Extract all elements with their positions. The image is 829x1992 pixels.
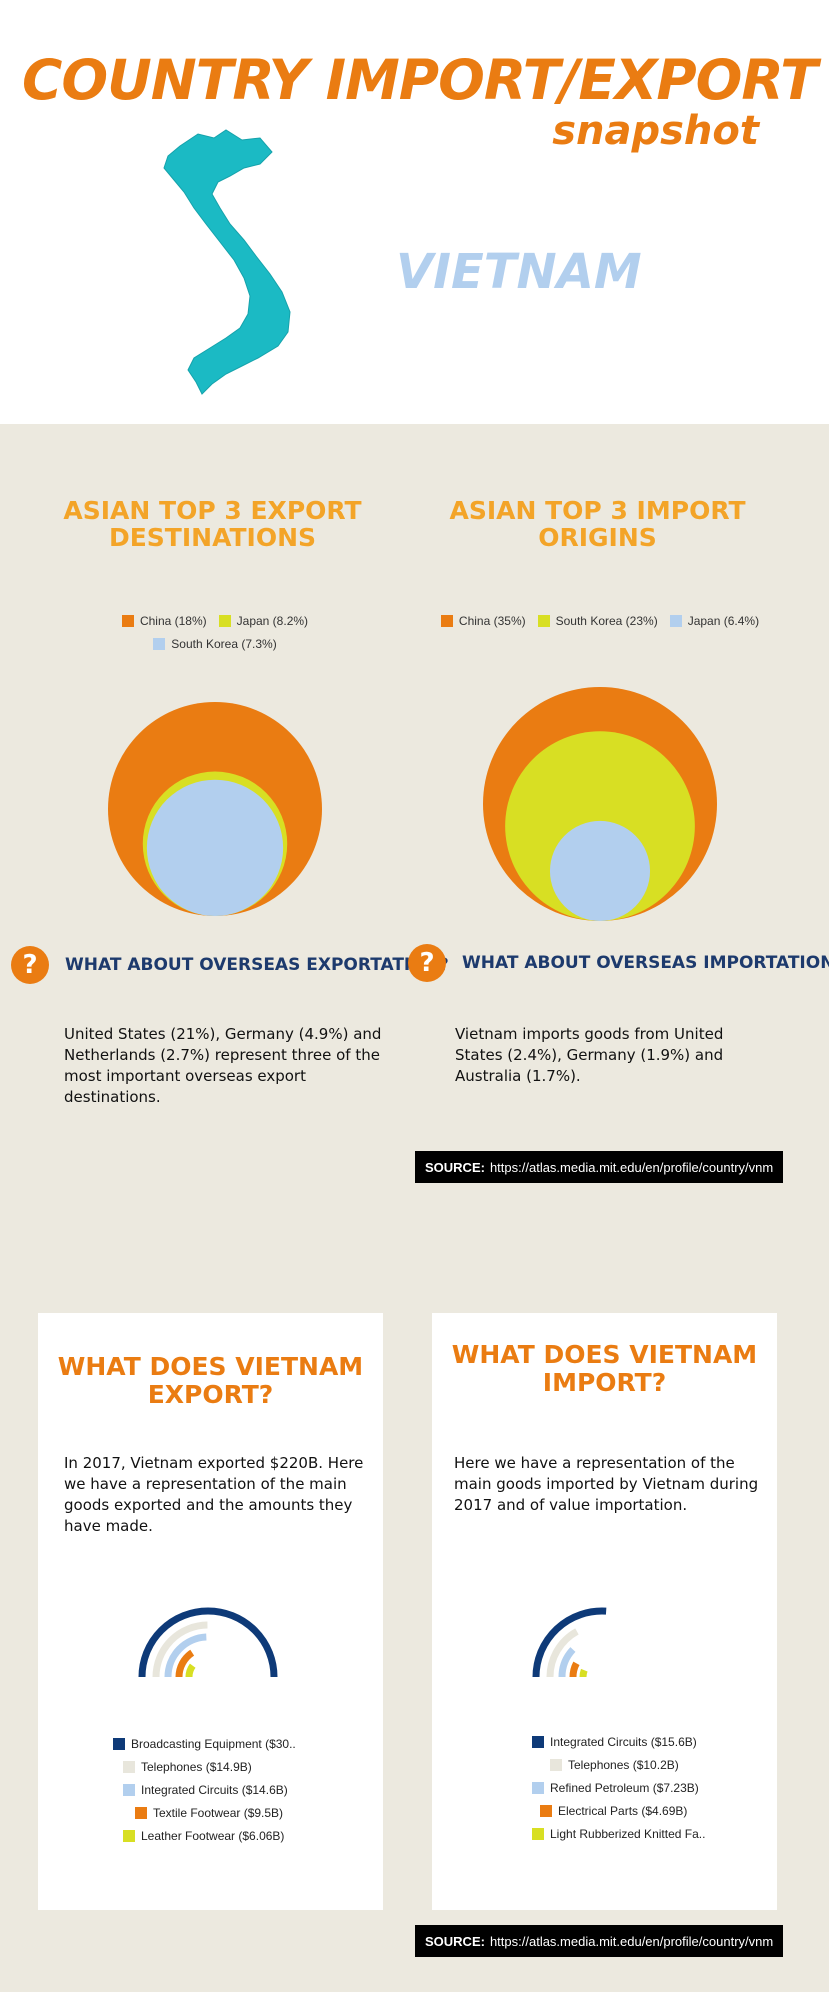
map-shape <box>163 129 291 395</box>
legend-label: South Korea (23%) <box>555 614 658 628</box>
legend-label: Telephones ($14.9B) <box>141 1760 252 1774</box>
legend-swatch <box>440 615 453 627</box>
legend-label: Japan (8.2%) <box>236 614 309 628</box>
legend-swatch <box>121 615 134 627</box>
bubble-japan <box>549 820 651 921</box>
legend-item: Integrated Circuits ($14.6B) <box>113 1783 296 1797</box>
legend-swatch <box>540 1805 552 1817</box>
legend-label: China (18%) <box>139 614 207 628</box>
legend-swatch <box>123 1784 135 1796</box>
legend-item: Broadcasting Equipment ($30.. <box>113 1737 296 1751</box>
import-origins-chart <box>483 687 717 921</box>
legend-swatch <box>532 1782 544 1794</box>
legend-item: Textile Footwear ($9.5B) <box>113 1806 296 1820</box>
radial-bar-leather-footwear <box>185 1663 196 1678</box>
radial-bar-electrical-parts <box>569 1661 580 1678</box>
legend-swatch <box>532 1736 544 1748</box>
legend-swatch <box>135 1807 147 1819</box>
radial-bar-telephones <box>546 1628 579 1678</box>
legend-item: Japan (6.4%) <box>669 614 760 628</box>
legend-swatch <box>113 1738 125 1750</box>
import-goods-card: WHAT DOES VIETNAM IMPORT? Here we have a… <box>432 1313 777 1910</box>
legend-item: Integrated Circuits ($15.6B) <box>532 1735 705 1749</box>
legend-label: Refined Petroleum ($7.23B) <box>550 1781 699 1795</box>
page-title: COUNTRY IMPORT/EXPORT <box>22 48 818 112</box>
vietnam-map-icon <box>163 129 291 395</box>
legend-item: Telephones ($14.9B) <box>113 1760 296 1774</box>
import-goods-chart <box>532 1607 607 1678</box>
legend-item: Leather Footwear ($6.06B) <box>113 1829 296 1843</box>
legend-item: Electrical Parts ($4.69B) <box>532 1804 705 1818</box>
overseas-export-heading: ? WHAT ABOUT OVERSEAS EXPORTATION? <box>11 946 449 984</box>
source-label: SOURCE: <box>425 1933 485 1949</box>
legend-swatch <box>550 1759 562 1771</box>
legend-swatch <box>537 615 550 627</box>
radial-bar-textile-footwear <box>175 1649 195 1678</box>
legend-label: South Korea (7.3%) <box>171 637 277 651</box>
export-goods-legend: Broadcasting Equipment ($30.. Telephones… <box>113 1737 296 1852</box>
overseas-import-question: WHAT ABOUT OVERSEAS IMPORTATION? <box>462 953 829 973</box>
legend-label: Telephones ($10.2B) <box>568 1758 679 1772</box>
radial-bar-telephones <box>152 1621 208 1678</box>
legend-item: South Korea (23%) <box>537 614 658 628</box>
export-pie-legend: China (18%) Japan (8.2%) South Korea (7.… <box>100 614 330 651</box>
page-subtitle: snapshot <box>552 108 759 154</box>
source-citation-bottom: SOURCE: https://atlas.media.mit.edu/en/p… <box>415 1925 784 1957</box>
legend-label: Japan (6.4%) <box>687 614 760 628</box>
legend-swatch <box>123 1761 135 1773</box>
export-goods-chart <box>138 1607 278 1678</box>
radial-bar-integrated-circuits <box>164 1633 207 1678</box>
legend-swatch <box>123 1830 135 1842</box>
radial-bar-integrated-circuits <box>532 1607 607 1678</box>
legend-label: Electrical Parts ($4.69B) <box>558 1804 688 1818</box>
legend-swatch <box>218 615 231 627</box>
legend-label: Textile Footwear ($9.5B) <box>153 1806 284 1820</box>
legend-item: Refined Petroleum ($7.23B) <box>532 1781 705 1795</box>
export-destinations-title: ASIAN TOP 3 EXPORT DESTINATIONS <box>63 496 362 552</box>
source-url: https://atlas.media.mit.edu/en/profile/c… <box>489 1933 774 1949</box>
legend-item: China (35%) <box>440 614 526 628</box>
source-citation: SOURCE: https://atlas.media.mit.edu/en/p… <box>415 1151 784 1183</box>
legend-swatch <box>532 1828 544 1840</box>
legend-label: Light Rubberized Knitted Fa.. <box>550 1827 706 1841</box>
import-goods-title: WHAT DOES VIETNAM IMPORT? <box>451 1340 758 1397</box>
question-icon: ? <box>408 944 446 982</box>
overseas-import-heading: ? WHAT ABOUT OVERSEAS IMPORTATION? <box>408 944 829 982</box>
import-pie-legend: China (35%) South Korea (23%) Japan (6.4… <box>430 614 770 628</box>
radial-bar-refined-petroleum <box>558 1647 576 1678</box>
legend-item: Light Rubberized Knitted Fa.. <box>532 1827 705 1841</box>
question-icon: ? <box>11 946 49 984</box>
legend-label: China (35%) <box>458 614 526 628</box>
source-url: https://atlas.media.mit.edu/en/profile/c… <box>489 1159 774 1175</box>
overseas-export-question: WHAT ABOUT OVERSEAS EXPORTATION? <box>65 955 449 975</box>
overseas-import-text: Vietnam imports goods from United States… <box>455 1025 724 1085</box>
legend-item: China (18%) <box>121 614 207 628</box>
radial-bar-broadcasting-equipment <box>138 1607 278 1678</box>
import-goods-text: Here we have a representation of the mai… <box>454 1454 759 1514</box>
legend-item: Japan (8.2%) <box>218 614 309 628</box>
export-goods-title: WHAT DOES VIETNAM EXPORT? <box>57 1352 364 1409</box>
import-goods-legend: Integrated Circuits ($15.6B) Telephones … <box>532 1735 705 1850</box>
export-goods-card: WHAT DOES VIETNAM EXPORT? In 2017, Vietn… <box>38 1313 383 1910</box>
hero-section: COUNTRY IMPORT/EXPORT snapshot VIETNAM <box>0 0 829 424</box>
radial-bar-light-rubberized-knitted-fabric <box>579 1668 588 1678</box>
source-label: SOURCE: <box>425 1159 485 1175</box>
overseas-export-text: United States (21%), Germany (4.9%) and … <box>64 1025 382 1106</box>
legend-swatch <box>153 638 166 650</box>
country-name: VIETNAM <box>396 244 642 300</box>
legend-item: Telephones ($10.2B) <box>532 1758 705 1772</box>
legend-item: South Korea (7.3%) <box>153 637 277 651</box>
legend-label: Integrated Circuits ($14.6B) <box>141 1783 288 1797</box>
legend-swatch <box>669 615 682 627</box>
import-origins-title: ASIAN TOP 3 IMPORT ORIGINS <box>449 496 746 552</box>
export-destinations-chart <box>108 702 322 916</box>
bubble-south-korea <box>146 779 284 916</box>
export-goods-text: In 2017, Vietnam exported $220B. Here we… <box>64 1454 364 1535</box>
legend-label: Broadcasting Equipment ($30.. <box>131 1737 296 1751</box>
legend-label: Leather Footwear ($6.06B) <box>141 1829 285 1843</box>
legend-label: Integrated Circuits ($15.6B) <box>550 1735 697 1749</box>
